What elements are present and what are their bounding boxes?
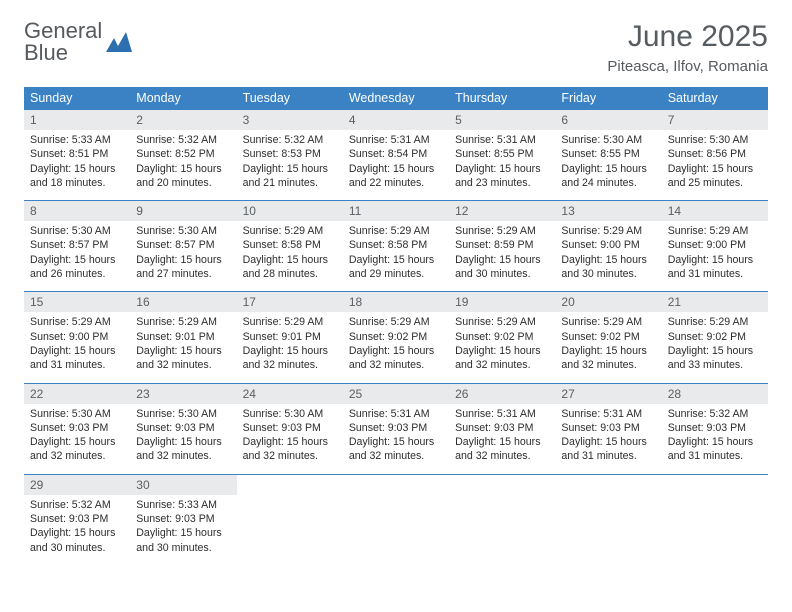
day-number: 29 <box>24 474 130 495</box>
day-number: 7 <box>662 110 768 131</box>
day-number: 5 <box>449 110 555 131</box>
empty-cell <box>237 474 343 495</box>
day-number: 6 <box>555 110 661 131</box>
day-cell: Sunrise: 5:31 AMSunset: 9:03 PMDaylight:… <box>555 404 661 475</box>
day-cell: Sunrise: 5:30 AMSunset: 8:57 PMDaylight:… <box>24 221 130 292</box>
day-cell: Sunrise: 5:29 AMSunset: 9:00 PMDaylight:… <box>555 221 661 292</box>
day-cell: Sunrise: 5:29 AMSunset: 9:02 PMDaylight:… <box>555 312 661 383</box>
day-number: 18 <box>343 292 449 313</box>
day-number: 23 <box>130 383 236 404</box>
page-title: June 2025 <box>607 20 768 54</box>
day-cell: Sunrise: 5:32 AMSunset: 9:03 PMDaylight:… <box>24 495 130 565</box>
empty-cell <box>449 474 555 495</box>
day-cell: Sunrise: 5:29 AMSunset: 9:01 PMDaylight:… <box>130 312 236 383</box>
day-header: Thursday <box>449 87 555 110</box>
empty-cell <box>555 474 661 495</box>
day-cell: Sunrise: 5:30 AMSunset: 9:03 PMDaylight:… <box>24 404 130 475</box>
empty-cell <box>237 495 343 565</box>
day-header: Friday <box>555 87 661 110</box>
empty-cell <box>343 474 449 495</box>
day-number: 19 <box>449 292 555 313</box>
day-cell: Sunrise: 5:31 AMSunset: 9:03 PMDaylight:… <box>343 404 449 475</box>
day-number: 10 <box>237 201 343 222</box>
day-number: 15 <box>24 292 130 313</box>
logo-line1: General <box>24 20 102 42</box>
empty-cell <box>555 495 661 565</box>
logo: General Blue <box>24 20 132 64</box>
day-number: 11 <box>343 201 449 222</box>
day-cell: Sunrise: 5:32 AMSunset: 8:53 PMDaylight:… <box>237 130 343 201</box>
day-header: Saturday <box>662 87 768 110</box>
day-number: 27 <box>555 383 661 404</box>
empty-cell <box>662 495 768 565</box>
day-header: Sunday <box>24 87 130 110</box>
day-number: 24 <box>237 383 343 404</box>
empty-cell <box>662 474 768 495</box>
day-number: 14 <box>662 201 768 222</box>
day-cell: Sunrise: 5:33 AMSunset: 8:51 PMDaylight:… <box>24 130 130 201</box>
day-cell: Sunrise: 5:30 AMSunset: 8:56 PMDaylight:… <box>662 130 768 201</box>
day-cell: Sunrise: 5:30 AMSunset: 9:03 PMDaylight:… <box>237 404 343 475</box>
day-number: 12 <box>449 201 555 222</box>
day-cell: Sunrise: 5:29 AMSunset: 9:02 PMDaylight:… <box>662 312 768 383</box>
day-cell: Sunrise: 5:31 AMSunset: 8:55 PMDaylight:… <box>449 130 555 201</box>
empty-cell <box>449 495 555 565</box>
day-cell: Sunrise: 5:29 AMSunset: 9:02 PMDaylight:… <box>343 312 449 383</box>
day-number: 26 <box>449 383 555 404</box>
day-cell: Sunrise: 5:29 AMSunset: 9:00 PMDaylight:… <box>662 221 768 292</box>
day-number: 28 <box>662 383 768 404</box>
empty-cell <box>343 495 449 565</box>
day-cell: Sunrise: 5:29 AMSunset: 8:58 PMDaylight:… <box>237 221 343 292</box>
logo-line2: Blue <box>24 42 102 64</box>
day-cell: Sunrise: 5:31 AMSunset: 9:03 PMDaylight:… <box>449 404 555 475</box>
day-header: Wednesday <box>343 87 449 110</box>
day-cell: Sunrise: 5:33 AMSunset: 9:03 PMDaylight:… <box>130 495 236 565</box>
day-number: 25 <box>343 383 449 404</box>
day-number: 4 <box>343 110 449 131</box>
logo-icon <box>106 32 132 52</box>
day-number: 17 <box>237 292 343 313</box>
day-cell: Sunrise: 5:31 AMSunset: 8:54 PMDaylight:… <box>343 130 449 201</box>
day-number: 20 <box>555 292 661 313</box>
day-number: 21 <box>662 292 768 313</box>
day-number: 16 <box>130 292 236 313</box>
day-header: Monday <box>130 87 236 110</box>
day-cell: Sunrise: 5:29 AMSunset: 9:00 PMDaylight:… <box>24 312 130 383</box>
day-cell: Sunrise: 5:32 AMSunset: 9:03 PMDaylight:… <box>662 404 768 475</box>
page-subtitle: Piteasca, Ilfov, Romania <box>607 58 768 75</box>
day-number: 2 <box>130 110 236 131</box>
header: General Blue June 2025 Piteasca, Ilfov, … <box>24 20 768 75</box>
day-number: 30 <box>130 474 236 495</box>
day-cell: Sunrise: 5:29 AMSunset: 8:58 PMDaylight:… <box>343 221 449 292</box>
day-cell: Sunrise: 5:30 AMSunset: 8:55 PMDaylight:… <box>555 130 661 201</box>
day-number: 22 <box>24 383 130 404</box>
day-number: 8 <box>24 201 130 222</box>
day-cell: Sunrise: 5:32 AMSunset: 8:52 PMDaylight:… <box>130 130 236 201</box>
day-number: 9 <box>130 201 236 222</box>
day-cell: Sunrise: 5:29 AMSunset: 9:02 PMDaylight:… <box>449 312 555 383</box>
day-cell: Sunrise: 5:30 AMSunset: 8:57 PMDaylight:… <box>130 221 236 292</box>
day-number: 13 <box>555 201 661 222</box>
day-cell: Sunrise: 5:29 AMSunset: 9:01 PMDaylight:… <box>237 312 343 383</box>
day-header: Tuesday <box>237 87 343 110</box>
day-number: 3 <box>237 110 343 131</box>
calendar-table: SundayMondayTuesdayWednesdayThursdayFrid… <box>24 87 768 565</box>
day-number: 1 <box>24 110 130 131</box>
day-cell: Sunrise: 5:29 AMSunset: 8:59 PMDaylight:… <box>449 221 555 292</box>
day-cell: Sunrise: 5:30 AMSunset: 9:03 PMDaylight:… <box>130 404 236 475</box>
